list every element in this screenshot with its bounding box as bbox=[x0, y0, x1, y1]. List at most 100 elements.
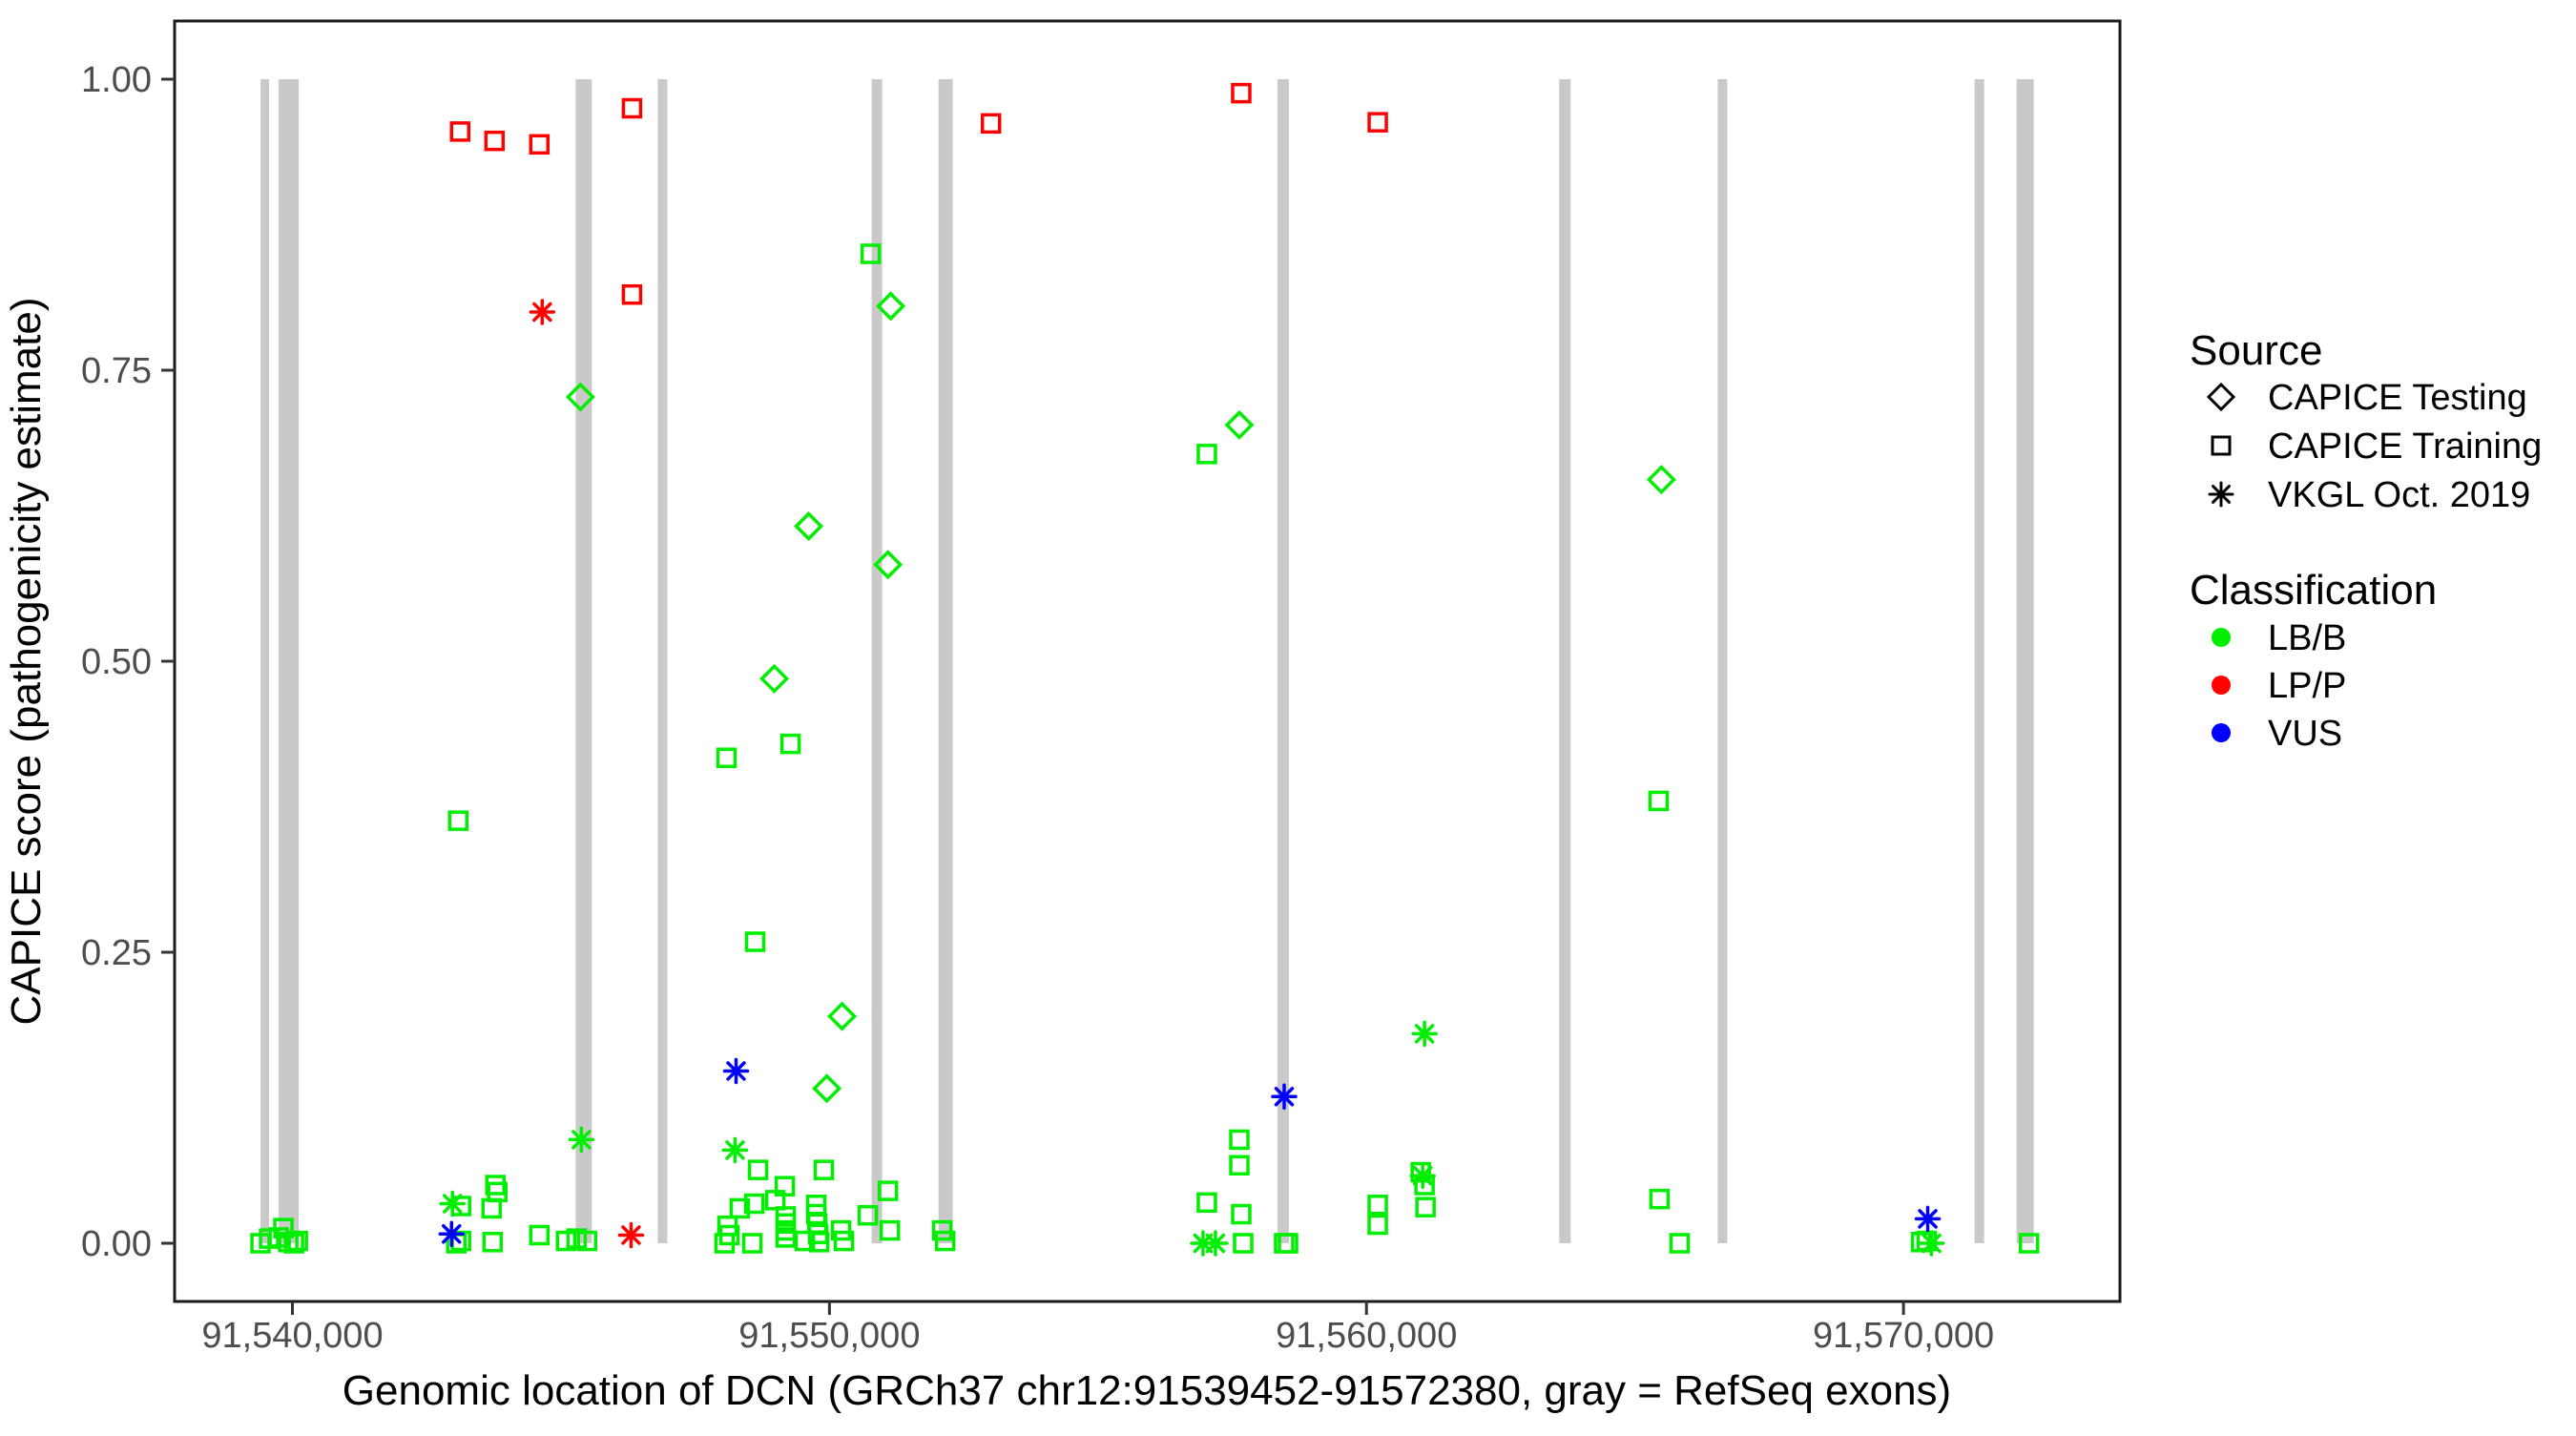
exon-bar bbox=[871, 79, 883, 1243]
data-point-marker bbox=[617, 1221, 645, 1249]
plot-panel-border bbox=[173, 19, 2122, 1303]
data-point-marker bbox=[714, 1233, 736, 1254]
data-point-marker bbox=[449, 121, 471, 142]
data-point-marker bbox=[721, 1136, 749, 1164]
data-point-marker bbox=[1367, 1214, 1388, 1236]
series-lbb-square bbox=[250, 243, 2040, 1254]
data-point-marker bbox=[1202, 1230, 1229, 1257]
data-point-marker bbox=[576, 1230, 598, 1252]
data-point-marker bbox=[1196, 444, 1217, 465]
exon-bar bbox=[260, 79, 270, 1243]
legend-item-label: CAPICE Training bbox=[2268, 427, 2542, 467]
data-point-marker bbox=[1415, 1197, 1436, 1217]
data-point-marker bbox=[2206, 382, 2236, 412]
exon-bar bbox=[1559, 79, 1571, 1243]
data-point-marker bbox=[741, 1233, 763, 1254]
data-point-marker bbox=[481, 1197, 503, 1219]
data-point-marker bbox=[1411, 1020, 1438, 1048]
data-point-marker bbox=[529, 134, 551, 156]
data-point-marker bbox=[273, 1217, 294, 1238]
data-point-marker bbox=[1649, 1188, 1671, 1210]
data-point-marker bbox=[1271, 1083, 1298, 1111]
data-point-marker bbox=[873, 550, 904, 580]
data-point-marker bbox=[827, 1001, 858, 1031]
data-point-marker bbox=[621, 283, 643, 305]
legend-item-label: LP/P bbox=[2268, 666, 2346, 706]
y-tick-label: 0.50 bbox=[81, 642, 152, 682]
legend-item-label: VUS bbox=[2268, 714, 2342, 754]
data-point-marker bbox=[621, 97, 643, 119]
legend-color-dot bbox=[2212, 628, 2231, 647]
legend-source-title: Source bbox=[2190, 327, 2322, 374]
legend-color-dot bbox=[2212, 676, 2231, 695]
data-point-marker bbox=[1196, 1192, 1217, 1214]
exon-bar bbox=[279, 79, 300, 1243]
y-tick-label: 0.75 bbox=[81, 351, 152, 391]
legend-item-label: LB/B bbox=[2268, 618, 2346, 658]
y-tick-label: 0.00 bbox=[81, 1224, 152, 1264]
data-point-marker bbox=[439, 1190, 466, 1217]
x-tick-label: 91,540,000 bbox=[201, 1316, 383, 1356]
exon-bars-layer bbox=[260, 79, 2034, 1243]
data-point-marker bbox=[447, 810, 469, 831]
data-point-marker bbox=[438, 1220, 466, 1247]
data-point-marker bbox=[794, 511, 824, 541]
exon-bar bbox=[938, 79, 953, 1243]
series-vus-asterisk bbox=[438, 1057, 1942, 1247]
data-point-marker bbox=[1229, 1155, 1250, 1176]
data-point-marker bbox=[1231, 1203, 1252, 1225]
series-lpp-asterisk bbox=[529, 299, 645, 1249]
data-point-marker bbox=[774, 1176, 796, 1197]
data-point-marker bbox=[722, 1057, 750, 1085]
data-point-marker bbox=[1278, 1233, 1298, 1254]
data-point-marker bbox=[2211, 435, 2232, 456]
y-axis-title: CAPICE score (pathogenicity estimate) bbox=[3, 298, 50, 1026]
data-point-marker bbox=[1918, 1230, 1945, 1257]
data-point-marker bbox=[1231, 82, 1252, 104]
exon-bar bbox=[1277, 79, 1289, 1243]
exon-bar bbox=[575, 79, 592, 1243]
data-point-marker bbox=[934, 1230, 956, 1252]
data-point-marker bbox=[812, 1073, 842, 1104]
series-lpp-square bbox=[449, 82, 1388, 305]
data-point-marker bbox=[1648, 790, 1670, 812]
series-lbb-asterisk bbox=[439, 1020, 1945, 1257]
data-point-marker bbox=[729, 1197, 751, 1219]
exon-bar bbox=[1717, 79, 1728, 1243]
data-point-marker bbox=[1410, 1161, 1431, 1183]
x-tick-label: 91,550,000 bbox=[738, 1316, 920, 1356]
data-point-marker bbox=[484, 130, 506, 152]
exon-bar bbox=[657, 79, 668, 1243]
data-point-marker bbox=[759, 663, 790, 694]
data-point-marker bbox=[1229, 1129, 1250, 1151]
data-point-marker bbox=[931, 1219, 953, 1241]
data-point-marker bbox=[716, 747, 737, 769]
legend-item-label: VKGL Oct. 2019 bbox=[2268, 475, 2530, 515]
data-point-marker bbox=[876, 291, 906, 322]
data-point-marker bbox=[1669, 1233, 1691, 1254]
data-point-marker bbox=[1367, 1194, 1388, 1216]
data-point-marker bbox=[1224, 409, 1255, 440]
data-point-marker bbox=[830, 1219, 852, 1241]
data-point-marker bbox=[747, 1159, 769, 1180]
data-point-marker bbox=[1233, 1233, 1254, 1254]
data-point-marker bbox=[1914, 1205, 1942, 1233]
data-point-marker bbox=[743, 1193, 765, 1215]
data-point-marker bbox=[529, 299, 556, 325]
data-point-marker bbox=[555, 1230, 577, 1252]
data-point-marker bbox=[980, 113, 1002, 135]
x-tick-label: 91,560,000 bbox=[1276, 1316, 1457, 1356]
legend-item-label: CAPICE Testing bbox=[2268, 378, 2527, 418]
y-tick-label: 1.00 bbox=[81, 60, 152, 100]
data-point-marker bbox=[2208, 481, 2234, 508]
x-axis-title: Genomic location of DCN (GRCh37 chr12:91… bbox=[343, 1367, 1951, 1414]
series-lbb-diamond bbox=[565, 291, 1676, 1104]
data-point-marker bbox=[566, 1228, 588, 1249]
data-point-marker bbox=[808, 1232, 830, 1253]
data-point-marker bbox=[568, 1126, 595, 1154]
x-axis: 91,540,000 91,550,000 91,560,000 91,570,000 bbox=[201, 1301, 1994, 1356]
legend-color-dot bbox=[2212, 723, 2231, 742]
